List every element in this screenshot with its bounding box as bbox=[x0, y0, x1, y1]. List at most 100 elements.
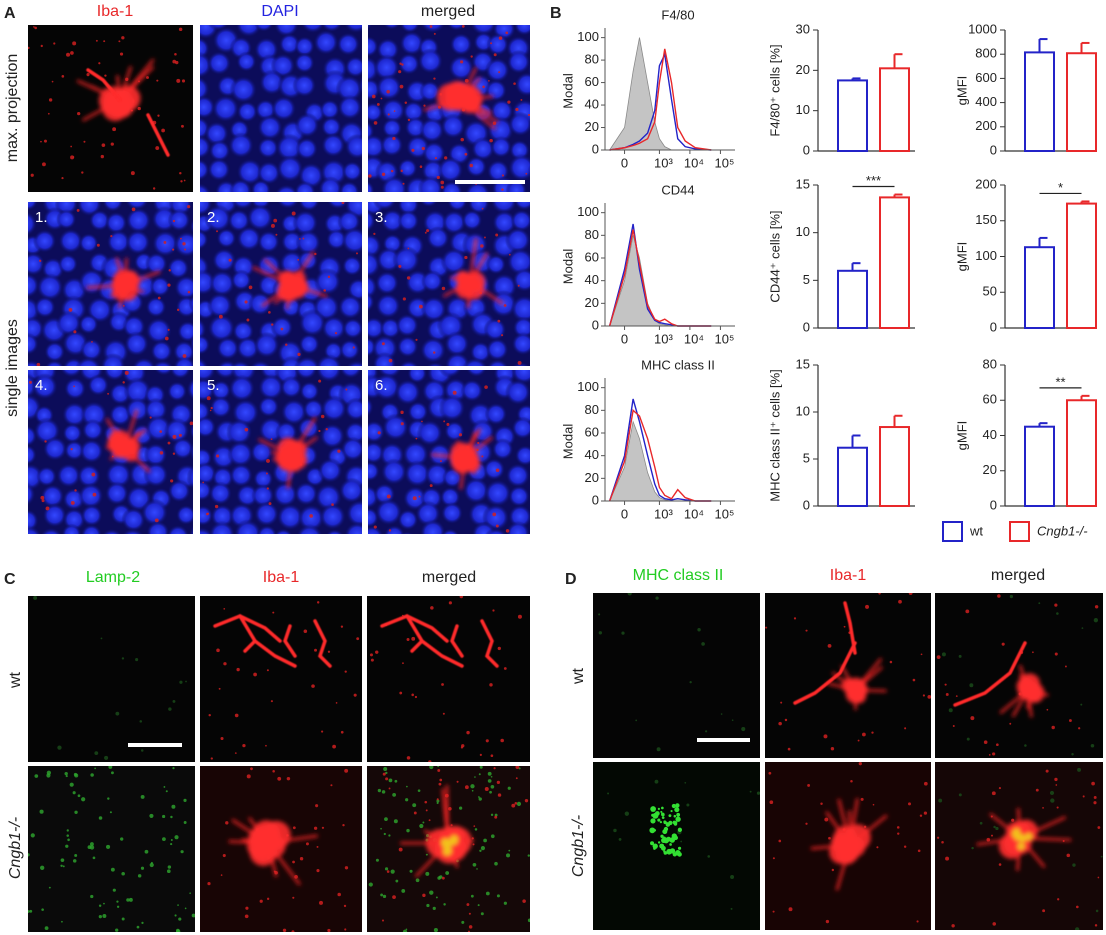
red-spot bbox=[316, 601, 320, 604]
histogram-line bbox=[608, 398, 712, 502]
nucleus bbox=[28, 482, 36, 507]
red-spot bbox=[1011, 818, 1015, 822]
nucleus bbox=[368, 180, 375, 192]
red-spot bbox=[1064, 665, 1067, 668]
green-spot bbox=[478, 797, 482, 801]
green-spot bbox=[62, 865, 65, 868]
red-spot bbox=[970, 716, 975, 721]
green-spot bbox=[422, 821, 425, 824]
red-spot bbox=[44, 440, 47, 443]
red-spot bbox=[164, 336, 169, 341]
red-spot bbox=[404, 101, 408, 104]
red-spot bbox=[311, 684, 315, 688]
red-spot bbox=[318, 429, 321, 433]
significance-label: *** bbox=[866, 173, 881, 188]
green-spot bbox=[437, 766, 440, 768]
process bbox=[238, 614, 297, 668]
red-spot bbox=[68, 308, 73, 312]
green-spot bbox=[654, 779, 659, 784]
red-spot bbox=[490, 754, 494, 758]
red-spot bbox=[878, 593, 881, 595]
green-spot bbox=[503, 901, 507, 905]
red-spot bbox=[285, 343, 288, 346]
green-cell bbox=[649, 827, 656, 834]
red-spot bbox=[373, 121, 378, 125]
nucleus bbox=[256, 524, 278, 534]
histogram-line bbox=[608, 408, 712, 502]
green-spot bbox=[382, 894, 387, 899]
red-spot bbox=[302, 237, 305, 240]
nucleus bbox=[167, 208, 191, 232]
process bbox=[380, 614, 449, 643]
micrograph bbox=[367, 596, 530, 762]
red-spot bbox=[448, 601, 452, 605]
nucleus bbox=[532, 31, 556, 55]
red-spot bbox=[472, 843, 475, 846]
green-spot bbox=[100, 637, 103, 640]
red-spot bbox=[112, 127, 117, 132]
green-spot bbox=[624, 811, 630, 816]
green-cell bbox=[659, 821, 663, 824]
nucleus bbox=[400, 531, 415, 534]
cell bbox=[431, 427, 494, 490]
green-spot bbox=[172, 766, 175, 770]
red-spot bbox=[118, 40, 121, 43]
red-spot bbox=[355, 252, 359, 255]
green-spot bbox=[137, 874, 142, 878]
green-spot bbox=[90, 894, 94, 899]
red-spot bbox=[146, 76, 149, 79]
red-spot bbox=[908, 593, 913, 596]
nucleus bbox=[484, 402, 508, 426]
red-spot bbox=[170, 479, 174, 483]
nucleus bbox=[166, 381, 188, 402]
red-spot bbox=[266, 669, 269, 672]
nucleus bbox=[279, 375, 303, 399]
green-spot bbox=[477, 904, 480, 907]
red-spot bbox=[242, 743, 246, 748]
green-cell bbox=[657, 818, 661, 822]
red-spot bbox=[291, 930, 295, 932]
red-spot bbox=[503, 667, 507, 670]
bar bbox=[1066, 202, 1097, 329]
red-spot bbox=[61, 75, 65, 78]
red-spot bbox=[1093, 796, 1097, 799]
nucleus bbox=[173, 355, 193, 366]
green-spot bbox=[104, 755, 109, 760]
micrograph bbox=[200, 370, 362, 534]
y-tick-label: 10 bbox=[796, 102, 810, 117]
nucleus bbox=[236, 101, 258, 123]
nucleus bbox=[527, 164, 530, 180]
green-spot bbox=[479, 849, 482, 852]
nucleus bbox=[336, 32, 361, 56]
y-tick-label: 20 bbox=[983, 462, 997, 477]
nucleus bbox=[382, 25, 401, 30]
green-spot bbox=[1056, 612, 1059, 615]
nucleus bbox=[397, 210, 420, 232]
green-spot bbox=[741, 727, 746, 732]
y-tick-label: 20 bbox=[585, 295, 599, 310]
green-spot bbox=[165, 790, 168, 793]
nucleus bbox=[80, 504, 103, 527]
red-spot bbox=[936, 836, 940, 839]
green-cell bbox=[650, 806, 656, 812]
x-tick-label: 0 bbox=[621, 155, 628, 170]
nucleus bbox=[337, 294, 362, 320]
green-spot bbox=[618, 838, 622, 841]
nucleus bbox=[510, 209, 530, 232]
red-spot bbox=[411, 693, 414, 697]
green-cell bbox=[672, 835, 678, 840]
green-spot bbox=[506, 853, 511, 858]
red-spot bbox=[945, 856, 950, 861]
nucleus bbox=[444, 331, 470, 357]
green-spot bbox=[121, 657, 125, 660]
nucleus bbox=[321, 315, 347, 341]
green-spot bbox=[680, 840, 683, 843]
green-spot bbox=[1072, 863, 1076, 867]
nucleus bbox=[490, 135, 513, 158]
bar bbox=[837, 269, 868, 329]
cell-processes bbox=[86, 68, 170, 157]
green-spot bbox=[516, 801, 522, 807]
green-spot bbox=[106, 844, 111, 849]
micrograph bbox=[765, 593, 931, 758]
